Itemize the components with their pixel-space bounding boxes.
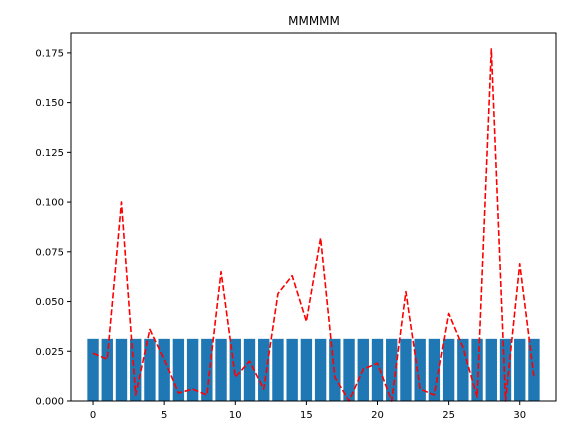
bar	[87, 338, 99, 401]
bar	[514, 338, 526, 401]
bar	[428, 338, 441, 401]
x-tick-label: 25	[442, 410, 455, 421]
bar	[386, 338, 398, 401]
bar	[442, 338, 455, 401]
x-tick-label: 5	[161, 410, 167, 421]
y-tick-label: 0.175	[35, 48, 64, 59]
bar	[272, 338, 284, 401]
y-tick-label: 0.075	[35, 247, 64, 258]
axes: 0.000 0.025 0.050 0.075 0.100 0.125 0.150 0.175…	[35, 32, 557, 421]
bar	[343, 338, 355, 401]
x-tick-label: 0	[90, 410, 96, 421]
y-tick-label: 0.025	[35, 347, 64, 358]
bar	[400, 338, 412, 401]
y-tick-label: 0.000	[35, 397, 64, 408]
axes-frame	[70, 32, 557, 402]
y-tick-label: 0.050	[35, 297, 64, 308]
y-tick-label: 0.125	[35, 148, 64, 159]
bar	[471, 338, 483, 401]
bar	[201, 338, 213, 401]
plot-area	[87, 48, 540, 402]
bar	[144, 338, 156, 401]
bar	[115, 338, 128, 401]
x-tick-label: 10	[229, 410, 242, 421]
bar	[300, 338, 313, 401]
bar	[371, 338, 384, 401]
bar	[101, 338, 113, 401]
bar	[414, 338, 426, 401]
bar	[243, 338, 256, 401]
bar	[215, 338, 227, 401]
y-tick-label: 0.100	[35, 198, 64, 209]
bar	[457, 338, 469, 401]
x-tick-label: 15	[300, 410, 313, 421]
series-line	[92, 48, 535, 402]
bar	[130, 338, 142, 401]
y-tick-label: 0.150	[35, 98, 64, 109]
bar	[499, 338, 512, 401]
bar	[314, 338, 327, 401]
x-tick-label: 30	[513, 410, 526, 421]
bar	[172, 338, 185, 401]
bar	[158, 338, 170, 401]
x-tick-label: 20	[371, 410, 384, 421]
bar	[286, 338, 298, 401]
bar	[528, 338, 540, 401]
bar	[485, 338, 497, 401]
bar	[229, 338, 241, 401]
chart-title: MMMMM	[288, 14, 340, 28]
bar	[186, 338, 199, 401]
bar	[258, 338, 270, 401]
